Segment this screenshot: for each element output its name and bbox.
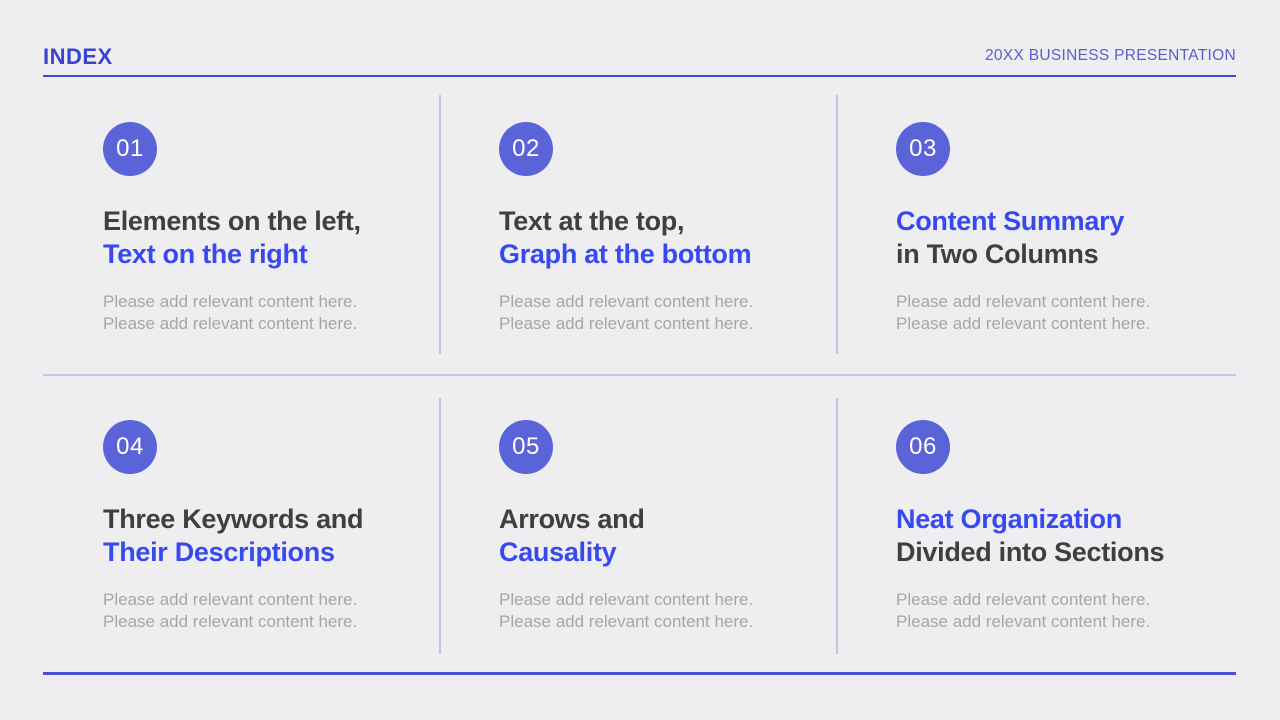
item-title: Content Summary in Two Columns — [896, 205, 1231, 271]
item-title-line2: Text on the right — [103, 239, 308, 269]
item-body-line2: Please add relevant content here. — [896, 313, 1151, 333]
item-title-line1: Neat Organization — [896, 504, 1122, 534]
item-body-line1: Please add relevant content here. — [499, 292, 754, 311]
item-number-badge: 02 — [499, 122, 553, 176]
index-item-04: 04 Three Keywords and Their Descriptions… — [103, 420, 438, 632]
item-title-line2: Graph at the bottom — [499, 239, 752, 269]
item-body-line2: Please add relevant content here. — [499, 611, 754, 631]
item-title-line1: Elements on the left, — [103, 206, 361, 236]
item-title: Neat Organization Divided into Sections — [896, 503, 1231, 569]
item-title-line2: Their Descriptions — [103, 537, 335, 567]
item-body-line2: Please add relevant content here. — [896, 611, 1151, 631]
item-body: Please add relevant content here. Please… — [896, 589, 1231, 632]
column-divider — [439, 95, 441, 354]
bottom-divider — [43, 672, 1236, 675]
item-body-line1: Please add relevant content here. — [103, 590, 358, 609]
item-number: 02 — [512, 135, 540, 162]
item-body: Please add relevant content here. Please… — [103, 589, 438, 632]
item-body-line2: Please add relevant content here. — [499, 313, 754, 333]
item-title-line2: Divided into Sections — [896, 537, 1165, 567]
item-title-line2: in Two Columns — [896, 239, 1099, 269]
middle-divider — [43, 374, 1236, 376]
item-number-badge: 04 — [103, 420, 157, 474]
index-item-05: 05 Arrows and Causality Please add relev… — [499, 420, 834, 632]
item-number: 04 — [116, 433, 144, 460]
presentation-label: 20XX BUSINESS PRESENTATION — [985, 47, 1236, 64]
item-title-line1: Arrows and — [499, 504, 645, 534]
header-divider — [43, 75, 1236, 77]
column-divider — [836, 95, 838, 354]
column-divider — [439, 398, 441, 654]
item-number: 01 — [116, 135, 144, 162]
item-title-line2: Causality — [499, 537, 617, 567]
item-body-line2: Please add relevant content here. — [103, 313, 358, 333]
item-title-line1: Three Keywords and — [103, 504, 364, 534]
index-item-03: 03 Content Summary in Two Columns Please… — [896, 122, 1231, 334]
item-title: Elements on the left, Text on the right — [103, 205, 438, 271]
item-body-line1: Please add relevant content here. — [103, 292, 358, 311]
item-body-line1: Please add relevant content here. — [499, 590, 754, 609]
item-number-badge: 01 — [103, 122, 157, 176]
item-number: 05 — [512, 433, 540, 460]
item-title: Text at the top, Graph at the bottom — [499, 205, 834, 271]
item-number: 06 — [909, 433, 937, 460]
item-number-badge: 05 — [499, 420, 553, 474]
item-title: Arrows and Causality — [499, 503, 834, 569]
index-item-01: 01 Elements on the left, Text on the rig… — [103, 122, 438, 334]
index-item-06: 06 Neat Organization Divided into Sectio… — [896, 420, 1231, 632]
item-body-line2: Please add relevant content here. — [103, 611, 358, 631]
item-body: Please add relevant content here. Please… — [499, 589, 834, 632]
column-divider — [836, 398, 838, 654]
item-number: 03 — [909, 135, 937, 162]
item-title-line1: Text at the top, — [499, 206, 685, 236]
item-number-badge: 03 — [896, 122, 950, 176]
item-title-line1: Content Summary — [896, 206, 1125, 236]
item-body: Please add relevant content here. Please… — [896, 291, 1231, 334]
page-title: INDEX — [43, 44, 113, 69]
item-body: Please add relevant content here. Please… — [103, 291, 438, 334]
item-body-line1: Please add relevant content here. — [896, 292, 1151, 311]
index-item-02: 02 Text at the top, Graph at the bottom … — [499, 122, 834, 334]
item-title: Three Keywords and Their Descriptions — [103, 503, 438, 569]
item-body-line1: Please add relevant content here. — [896, 590, 1151, 609]
item-number-badge: 06 — [896, 420, 950, 474]
item-body: Please add relevant content here. Please… — [499, 291, 834, 334]
